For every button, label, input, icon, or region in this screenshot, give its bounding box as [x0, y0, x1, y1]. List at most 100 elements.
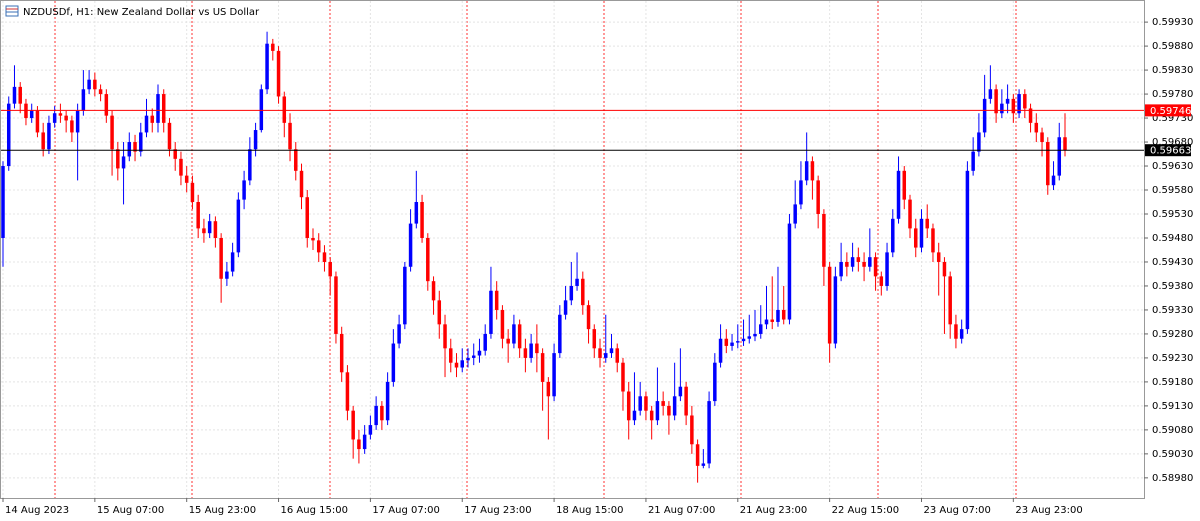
- x-tick-label: 21 Aug 23:00: [740, 505, 807, 516]
- candle-body: [615, 348, 619, 363]
- x-tick-label: 23 Aug 23:00: [1015, 505, 1082, 516]
- y-tick-label: 0.59130: [1152, 401, 1193, 412]
- candle-body: [431, 281, 436, 301]
- candle-body: [535, 343, 539, 354]
- candle-body: [540, 353, 545, 382]
- candle-body: [759, 324, 763, 334]
- candle-body: [311, 237, 315, 241]
- candle-body: [879, 276, 884, 286]
- candle-body: [230, 252, 235, 272]
- candle-body: [695, 444, 700, 466]
- candle-body: [569, 285, 574, 301]
- candle-body: [316, 240, 321, 253]
- price-label: 0.59746: [1150, 106, 1191, 117]
- candle-body: [64, 115, 68, 121]
- candle-body: [793, 204, 797, 224]
- candle-body: [736, 341, 740, 343]
- candle-body: [621, 362, 625, 392]
- candle-body: [253, 130, 258, 150]
- y-tick-label: 0.59630: [1152, 161, 1193, 172]
- candle-body: [339, 333, 344, 373]
- plot-layer: [1, 1, 1144, 498]
- candle-body: [638, 396, 642, 411]
- candle-body: [483, 333, 487, 351]
- candle-body: [1034, 122, 1039, 133]
- candle-body: [925, 218, 929, 229]
- candle-body: [512, 324, 516, 344]
- candle-body: [58, 113, 63, 116]
- candle-body: [219, 237, 223, 279]
- candle-body: [52, 113, 57, 123]
- candle-body: [494, 290, 499, 310]
- y-tick-label: 0.59330: [1152, 305, 1193, 316]
- candle-body: [41, 132, 45, 150]
- candle-body: [420, 202, 424, 238]
- candle-body: [741, 338, 746, 342]
- candle-body: [403, 266, 407, 325]
- candle-body: [357, 439, 361, 450]
- candle-body: [845, 261, 849, 267]
- y-tick-label: 0.59580: [1152, 185, 1193, 196]
- candle-body: [167, 122, 172, 150]
- candle-body: [190, 182, 195, 203]
- candle-body: [156, 94, 160, 123]
- y-tick-label: 0.59930: [1152, 17, 1193, 28]
- candle-body: [408, 223, 413, 267]
- x-tick-label: 16 Aug 15:00: [281, 505, 348, 516]
- x-tick-label: 15 Aug 07:00: [97, 505, 164, 516]
- candle-body: [678, 386, 683, 397]
- icon-frame: [5, 5, 19, 17]
- candle-body: [822, 214, 826, 267]
- candle-body: [489, 290, 493, 334]
- candle-body: [460, 360, 464, 368]
- candle-body: [12, 86, 17, 104]
- candle-body: [1017, 94, 1021, 114]
- candle-body: [764, 319, 769, 325]
- candle-body: [81, 89, 86, 111]
- y-tick-label: 0.59680: [1152, 137, 1193, 148]
- candle-body: [70, 120, 74, 133]
- candle-body: [592, 329, 597, 349]
- candle-body: [426, 237, 430, 282]
- candle-body: [730, 342, 734, 346]
- candle-body: [586, 305, 591, 330]
- candle-body: [362, 434, 367, 450]
- candle-body: [684, 386, 688, 416]
- candle-body: [242, 180, 246, 200]
- candle-body: [282, 96, 287, 123]
- candle-body: [397, 324, 401, 344]
- candle-body: [965, 170, 970, 330]
- candle-body: [1051, 175, 1056, 186]
- candle-body: [770, 319, 774, 322]
- x-tick-label: 18 Aug 15:00: [556, 505, 623, 516]
- candle-body: [517, 324, 522, 349]
- candle-body: [649, 410, 654, 421]
- candle-body: [110, 115, 114, 150]
- candle-body: [276, 50, 281, 97]
- candle-body: [661, 401, 665, 406]
- plot-frame: [0, 0, 1145, 499]
- candle-body: [305, 197, 309, 238]
- candle-body: [133, 142, 137, 152]
- candle-body: [529, 343, 533, 358]
- candle-body: [942, 261, 947, 277]
- candle-body: [713, 362, 717, 402]
- candle-body: [781, 309, 786, 320]
- candle-body: [581, 278, 585, 306]
- candle-body: [87, 79, 91, 90]
- y-tick-label: 0.59780: [1152, 89, 1193, 100]
- candle-body: [982, 98, 987, 133]
- candle-body: [718, 338, 723, 363]
- candle-body: [374, 405, 378, 426]
- y-tick-label: 0.59730: [1152, 113, 1193, 124]
- candle-body: [29, 110, 34, 119]
- candle-body: [202, 228, 206, 234]
- candle-body: [954, 324, 958, 339]
- candle-body: [839, 261, 843, 277]
- candle-body: [868, 257, 872, 267]
- candle-body: [655, 401, 660, 421]
- candle-body: [380, 405, 384, 421]
- candle-body: [977, 132, 981, 152]
- candle-body: [936, 252, 941, 262]
